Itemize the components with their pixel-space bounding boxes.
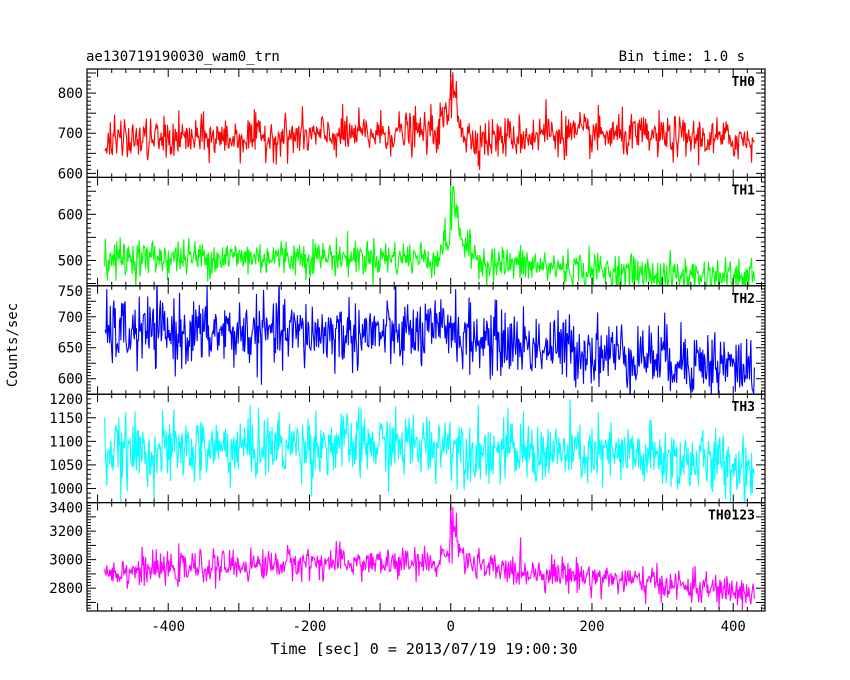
panel-label: TH0: [732, 75, 756, 90]
x-tick-label: 400: [721, 619, 746, 635]
panel-th2: TH2 600 650 700 750: [58, 284, 766, 395]
panel-frame: [86, 285, 766, 395]
y-tick-label: 3000: [49, 553, 83, 569]
y-tick-label: 1150: [49, 411, 83, 427]
y-tick-label: 750: [58, 284, 83, 300]
x-tick-label: 200: [579, 619, 604, 635]
panel-th0: TH0 600 700 800: [58, 68, 766, 182]
panel-th3: TH3 1000 1050 1100 1150 1200: [49, 392, 766, 504]
y-tick-label: 1050: [49, 458, 83, 474]
y-tick-label: 700: [58, 310, 83, 326]
y-tick-label: 500: [58, 253, 83, 269]
series-line-th1: [104, 184, 755, 286]
panel-label: TH2: [732, 292, 755, 307]
series-line-th2: [104, 285, 755, 395]
series-line-th0: [104, 72, 755, 171]
series-line-th3: [104, 399, 755, 503]
chart-title: ae130719190030_wam0_trn: [86, 49, 280, 65]
x-tick-label: 0: [447, 619, 455, 635]
y-tick-label: 1100: [49, 434, 83, 450]
y-tick-label: 1000: [49, 481, 83, 497]
x-tick-label: -400: [151, 619, 185, 635]
x-axis-label: Time [sec] 0 = 2013/07/19 19:00:30: [270, 640, 577, 658]
panel-th1: TH1 500 600: [58, 176, 766, 287]
y-tick-label: 600: [58, 207, 83, 223]
series-line-th0123: [104, 504, 755, 611]
y-tick-label: 650: [58, 341, 83, 357]
y-tick-label: 3200: [49, 524, 83, 540]
x-tick-label: -200: [293, 619, 327, 635]
y-tick-label: 600: [58, 372, 83, 388]
y-tick-label: 600: [58, 166, 83, 182]
y-tick-label: 1200: [49, 392, 83, 408]
y-tick-label: 800: [58, 86, 83, 102]
panel-th0123: TH0123 2800 3000 3200 3400: [49, 501, 766, 612]
y-axis-label: Counts/sec: [5, 303, 21, 387]
y-tick-label: 700: [58, 126, 83, 142]
panel-label: TH3: [732, 400, 755, 415]
bin-time-label: Bin time: 1.0 s: [619, 49, 745, 65]
plot-area: TH0 600 700 800 TH1 500 600 TH2 600 650 700 750 TH3 1…: [49, 68, 766, 635]
y-tick-label: 3400: [49, 501, 83, 517]
y-tick-label: 2800: [49, 581, 83, 597]
panel-label: TH1: [732, 183, 756, 198]
panel-label: TH0123: [708, 509, 755, 524]
